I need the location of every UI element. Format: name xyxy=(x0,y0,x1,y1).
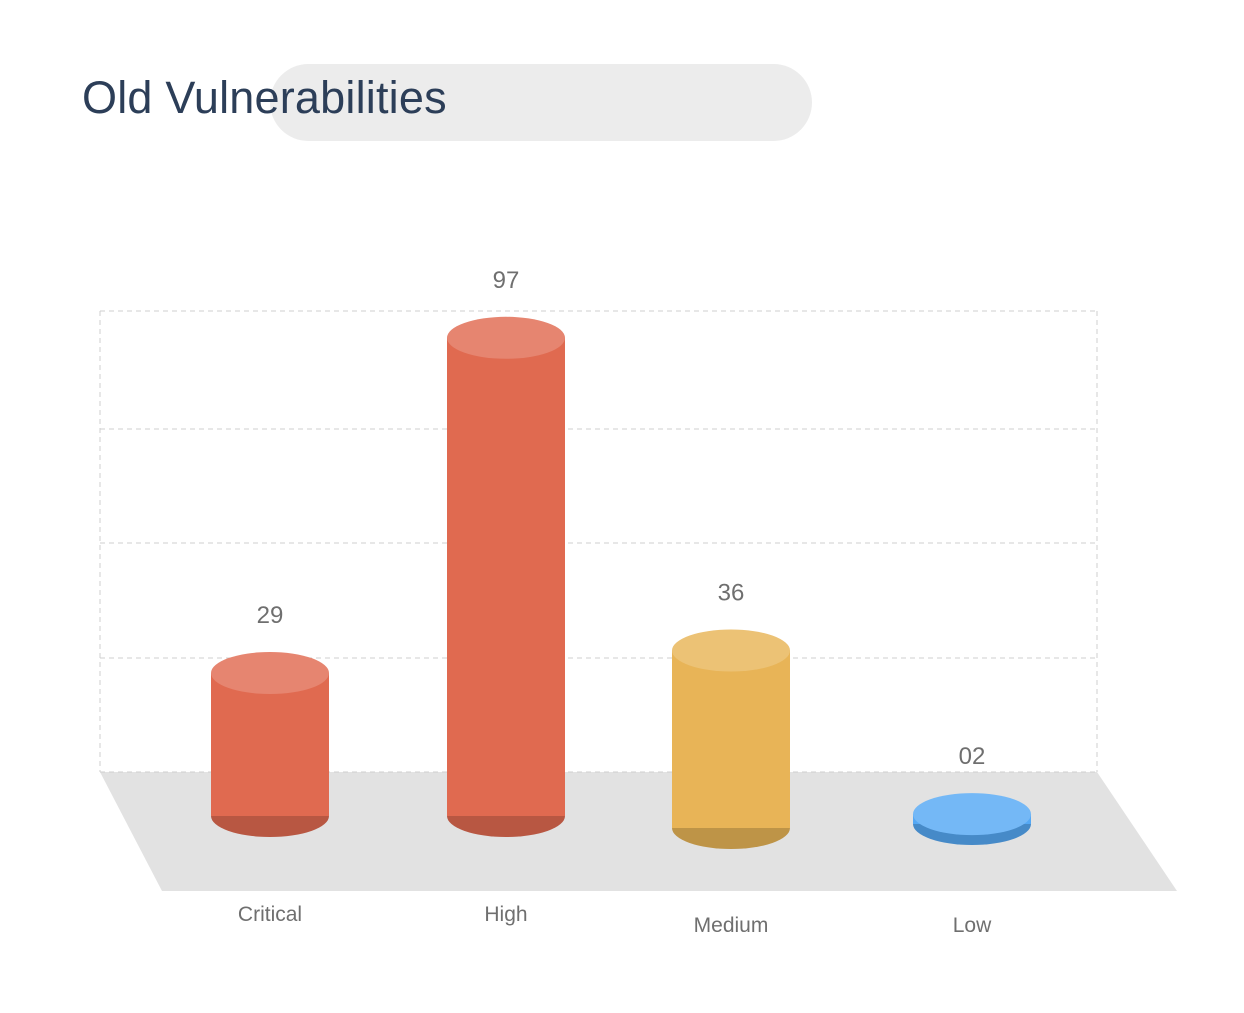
bar-top xyxy=(672,629,790,672)
bar-medium: 36 Medium xyxy=(672,580,790,937)
value-label: 97 xyxy=(493,267,520,294)
bar-body xyxy=(447,337,565,816)
value-label: 02 xyxy=(959,743,986,770)
bar-body xyxy=(672,650,790,828)
bar-series: 29 Critical 97 High 36 Medium 02 Low xyxy=(211,267,1031,937)
category-label: Critical xyxy=(238,903,302,926)
category-label: Low xyxy=(953,914,992,937)
value-label: 36 xyxy=(718,580,745,607)
value-label: 29 xyxy=(257,602,284,629)
title-pill-background xyxy=(270,64,812,141)
category-label: Medium xyxy=(694,914,769,937)
chart-floor xyxy=(100,772,1177,891)
bar-low: 02 Low xyxy=(913,743,1031,937)
category-label: High xyxy=(484,903,527,926)
bar-top xyxy=(211,652,329,695)
bar-critical: 29 Critical xyxy=(211,602,329,926)
bar-high: 97 High xyxy=(447,267,565,926)
bar-top xyxy=(447,316,565,359)
bar-body xyxy=(211,673,329,816)
bar-top xyxy=(913,793,1031,836)
page-title: Old Vulnerabilities xyxy=(82,72,447,123)
